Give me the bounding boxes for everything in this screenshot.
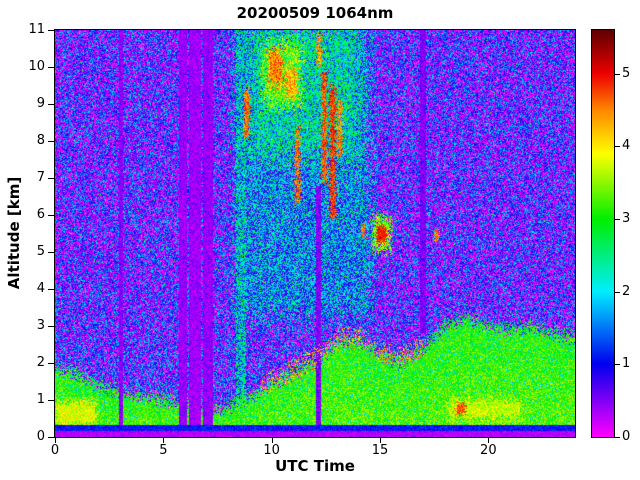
chart-title: 20200509 1064nm <box>236 4 394 22</box>
colorbar-tick-mark <box>615 218 620 220</box>
x-tick-mark <box>488 438 490 443</box>
y-tick-label: 5 <box>36 244 45 259</box>
y-tick-label: 11 <box>28 22 45 37</box>
colorbar-tick-label: 3 <box>622 210 631 226</box>
y-tick-label: 3 <box>36 318 45 333</box>
y-tick-label: 8 <box>36 133 45 148</box>
colorbar-tick-mark <box>615 364 620 366</box>
y-tick-label: 6 <box>36 207 45 222</box>
colorbar-tick-label: 0 <box>622 429 631 444</box>
x-axis-label: UTC Time <box>275 457 355 475</box>
y-tick-label: 4 <box>36 281 45 296</box>
colorbar-tick-label: 4 <box>622 138 631 154</box>
colorbar-tick-label: 1 <box>622 356 631 372</box>
y-tick-label: 2 <box>36 355 45 370</box>
colorbar-tick-label: 2 <box>622 283 631 299</box>
y-tick-label: 10 <box>28 59 45 74</box>
colorbar <box>591 29 615 438</box>
x-tick-mark <box>271 438 273 443</box>
y-tick-label: 1 <box>36 392 45 407</box>
colorbar-tick-mark <box>615 437 620 438</box>
colorbar-tick-mark <box>615 291 620 293</box>
colorbar-tick-label: 5 <box>622 65 631 81</box>
heatmap-canvas <box>55 30 575 437</box>
y-tick-label: 0 <box>36 429 45 444</box>
colorbar-tick-mark <box>615 73 620 75</box>
plot-area <box>54 29 576 438</box>
x-tick-mark <box>380 438 381 443</box>
y-tick-label: 7 <box>36 170 45 185</box>
x-tick-mark <box>163 438 165 443</box>
colorbar-canvas <box>592 30 614 437</box>
colorbar-tick-mark <box>615 146 620 148</box>
x-tick-mark <box>55 438 56 443</box>
y-tick-label: 9 <box>36 96 45 111</box>
y-axis-label: Altitude [km] <box>5 176 23 290</box>
